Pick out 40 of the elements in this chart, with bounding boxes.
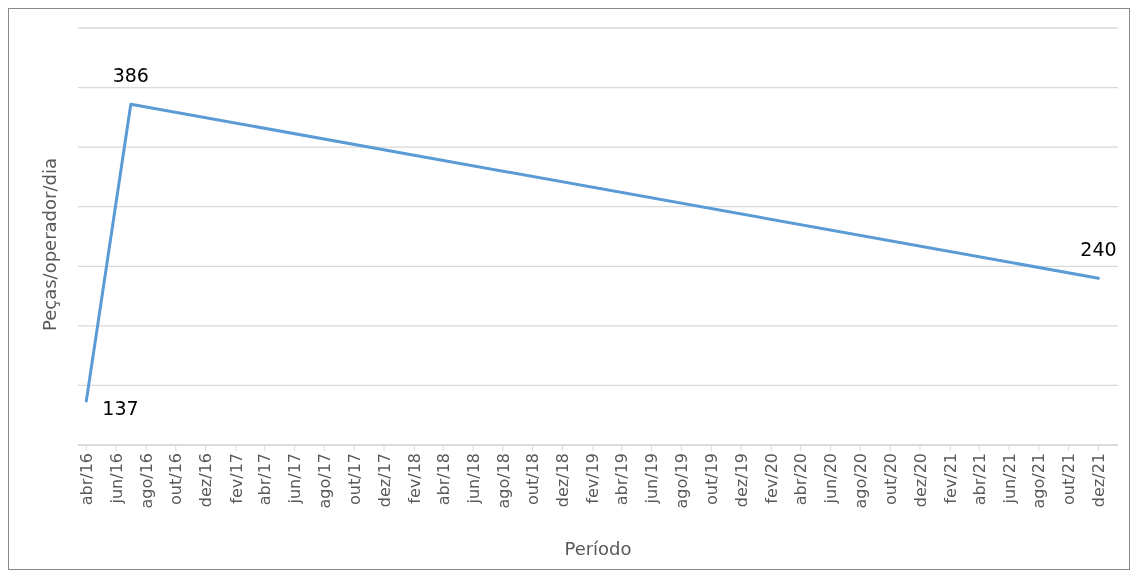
x-tick-label: out/21	[1059, 453, 1079, 505]
x-tick-label: fev/17	[226, 453, 246, 504]
x-tick-label: jun/21	[999, 453, 1019, 505]
x-tick-label: ago/21	[1029, 453, 1049, 509]
x-tick-label: ago/18	[493, 453, 513, 509]
x-tick-label: ago/20	[850, 453, 870, 509]
x-tick-label: out/18	[523, 453, 543, 505]
x-tick-label: dez/21	[1089, 453, 1109, 508]
x-tick-label: jun/17	[285, 453, 305, 505]
x-tick-label: jun/16	[106, 453, 126, 505]
x-tick-label: fev/20	[761, 453, 781, 504]
x-tick-label: ago/19	[671, 453, 691, 509]
x-tick-label: out/20	[880, 453, 900, 505]
x-tick-label: jun/20	[821, 453, 841, 505]
x-tick-label: fev/21	[940, 453, 960, 504]
x-tick-label: out/17	[344, 453, 364, 505]
x-tick-label: jun/19	[642, 453, 662, 505]
x-tick-label: abr/16	[76, 453, 96, 506]
x-tick-label: jun/18	[463, 453, 483, 505]
x-tick-label: abr/21	[969, 453, 989, 506]
x-tick-label: dez/18	[553, 453, 573, 508]
x-tick-label: fev/19	[583, 453, 603, 504]
x-tick-label: out/16	[166, 453, 186, 505]
x-tick-label: out/19	[701, 453, 721, 505]
x-tick-label: dez/17	[374, 453, 394, 508]
y-axis-title: Peças/operador/dia	[39, 158, 60, 331]
x-tick-label: ago/17	[315, 453, 335, 509]
x-tick-label: ago/16	[136, 453, 156, 509]
x-tick-label: dez/16	[196, 453, 216, 508]
x-tick-label: dez/19	[731, 453, 751, 508]
x-tick-label: dez/20	[910, 453, 930, 508]
x-tick-label: fev/18	[405, 453, 424, 504]
x-tick-label: abr/20	[791, 453, 811, 506]
x-tick-label: abr/17	[255, 453, 275, 506]
data-label: 137	[102, 396, 139, 419]
x-axis-title: Período	[564, 538, 632, 559]
data-label: 386	[112, 64, 149, 87]
data-label: 240	[1080, 238, 1117, 261]
x-tick-label: abr/19	[612, 453, 632, 506]
x-tick-label: abr/18	[433, 453, 453, 506]
